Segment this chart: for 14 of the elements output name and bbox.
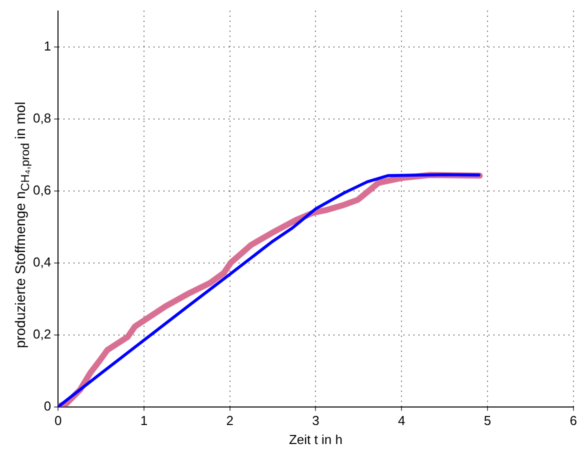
x-tick-label: 3 <box>312 413 320 428</box>
y-tick-label: 0,8 <box>32 110 52 126</box>
x-axis-title: Zeit t in h <box>288 432 342 447</box>
x-tick-label: 0 <box>54 413 62 428</box>
x-tick-label: 6 <box>570 413 577 428</box>
x-tick-label: 1 <box>140 413 148 428</box>
y-tick-label: 0,6 <box>32 182 52 198</box>
y-tick-label: 1 <box>44 38 52 54</box>
x-tick-label: 4 <box>398 413 406 428</box>
y-tick-label: 0,4 <box>32 254 52 270</box>
y-tick-label: 0,2 <box>32 326 52 342</box>
x-tick-label: 5 <box>484 413 492 428</box>
y-tick-label: 0 <box>44 398 52 414</box>
x-tick-label: 2 <box>226 413 234 428</box>
